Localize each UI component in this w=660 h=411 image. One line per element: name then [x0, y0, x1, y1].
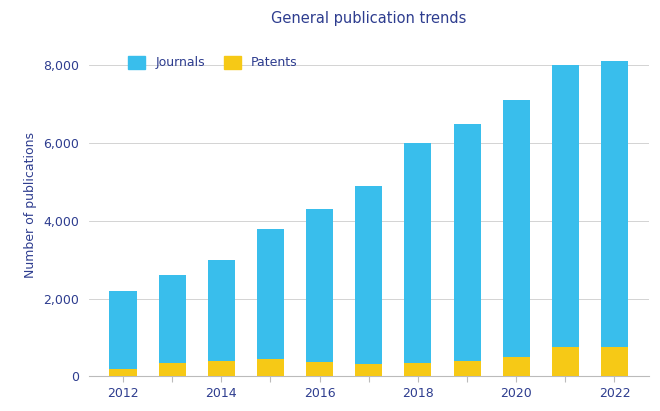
- Y-axis label: Number of publications: Number of publications: [24, 132, 38, 278]
- Bar: [208, 260, 235, 361]
- Bar: [405, 363, 432, 376]
- Bar: [453, 124, 480, 361]
- Bar: [306, 362, 333, 376]
- Bar: [257, 229, 284, 359]
- Bar: [552, 65, 579, 347]
- Legend: Journals, Patents: Journals, Patents: [123, 51, 303, 74]
- Bar: [158, 363, 185, 376]
- Bar: [503, 357, 530, 376]
- Bar: [601, 347, 628, 376]
- Bar: [355, 186, 382, 364]
- Bar: [110, 369, 137, 376]
- Bar: [257, 359, 284, 376]
- Bar: [601, 62, 628, 347]
- Bar: [503, 100, 530, 357]
- Bar: [208, 361, 235, 376]
- Bar: [110, 291, 137, 369]
- Bar: [355, 364, 382, 376]
- Bar: [453, 361, 480, 376]
- Bar: [158, 275, 185, 363]
- Bar: [552, 347, 579, 376]
- Title: General publication trends: General publication trends: [271, 11, 467, 26]
- Bar: [405, 143, 432, 363]
- Bar: [306, 209, 333, 362]
